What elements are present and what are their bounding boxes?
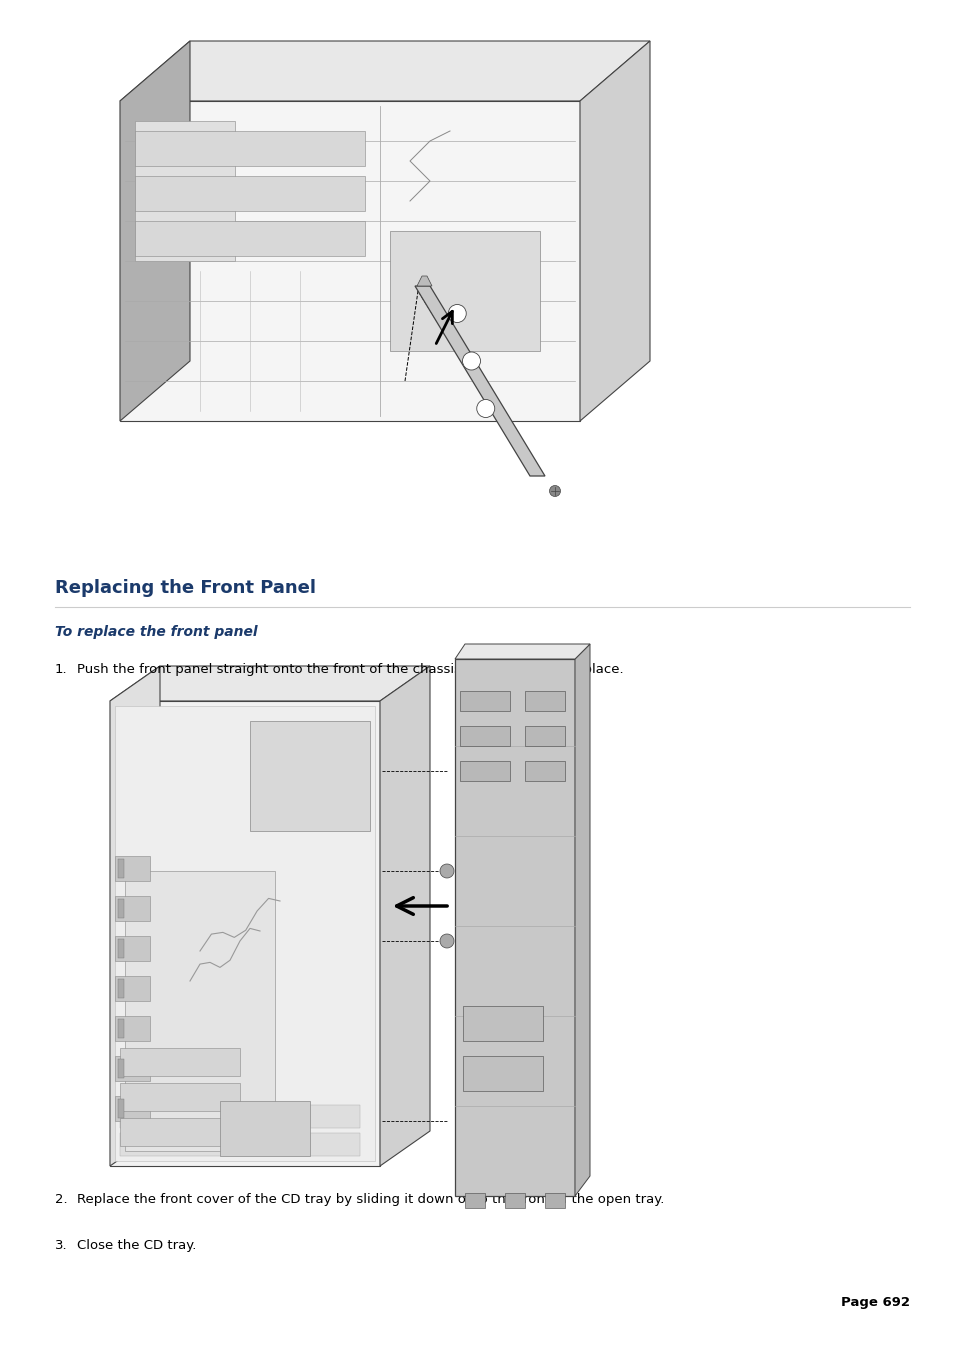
Bar [120, 1105, 359, 1128]
Polygon shape [579, 41, 649, 422]
Bar [459, 761, 510, 781]
Circle shape [439, 865, 454, 878]
Polygon shape [120, 41, 649, 101]
Bar [118, 1019, 124, 1038]
Polygon shape [110, 666, 430, 701]
Bar [135, 131, 365, 166]
Polygon shape [379, 666, 430, 1166]
Text: Close the CD tray.: Close the CD tray. [77, 1239, 196, 1252]
Bar [464, 1193, 484, 1208]
Bar [390, 231, 539, 351]
Text: 2.: 2. [55, 1193, 68, 1206]
Bar [544, 1193, 564, 1208]
Bar [115, 857, 150, 881]
Bar [504, 1193, 524, 1208]
Bar [118, 939, 124, 958]
Bar [118, 1098, 124, 1119]
Polygon shape [415, 286, 544, 476]
Polygon shape [455, 644, 589, 659]
Circle shape [549, 485, 560, 497]
Bar [125, 871, 274, 1151]
Text: To replace the front panel: To replace the front panel [55, 626, 257, 639]
Bar [118, 979, 124, 998]
Text: Push the front panel straight onto the front of the chassis until it clicks into: Push the front panel straight onto the f… [77, 663, 623, 676]
Text: 1.: 1. [55, 663, 68, 676]
Bar [455, 659, 575, 1196]
Bar [115, 936, 150, 961]
Circle shape [439, 934, 454, 948]
Bar [462, 1056, 542, 1092]
Bar [115, 896, 150, 921]
Bar [118, 1059, 124, 1078]
Bar [459, 725, 510, 746]
Bar [459, 690, 510, 711]
Bar [524, 690, 564, 711]
Bar [524, 725, 564, 746]
Text: 3.: 3. [55, 1239, 68, 1252]
Polygon shape [575, 644, 589, 1196]
Circle shape [448, 304, 466, 323]
Bar [220, 1101, 310, 1156]
Polygon shape [120, 101, 579, 422]
Bar [120, 1119, 240, 1146]
Bar [118, 859, 124, 878]
Polygon shape [416, 276, 432, 286]
Bar [120, 1133, 359, 1156]
Bar [120, 1048, 240, 1075]
Bar [135, 122, 234, 261]
Polygon shape [110, 666, 160, 1166]
Polygon shape [110, 701, 379, 1166]
Bar [524, 761, 564, 781]
Bar [250, 721, 370, 831]
Text: Replace the front cover of the CD tray by sliding it down onto the front of the : Replace the front cover of the CD tray b… [77, 1193, 663, 1206]
Bar [115, 1056, 150, 1081]
Bar [462, 1006, 542, 1042]
Bar [135, 222, 365, 255]
Polygon shape [120, 41, 190, 422]
Bar [118, 898, 124, 917]
Text: Page 692: Page 692 [841, 1296, 909, 1309]
Bar [115, 975, 150, 1001]
Bar [115, 1016, 150, 1042]
Bar [115, 707, 375, 1161]
Text: Replacing the Front Panel: Replacing the Front Panel [55, 580, 315, 597]
Bar [120, 1084, 240, 1111]
Circle shape [476, 400, 495, 417]
Circle shape [462, 353, 480, 370]
Bar [135, 176, 365, 211]
Bar [115, 1096, 150, 1121]
